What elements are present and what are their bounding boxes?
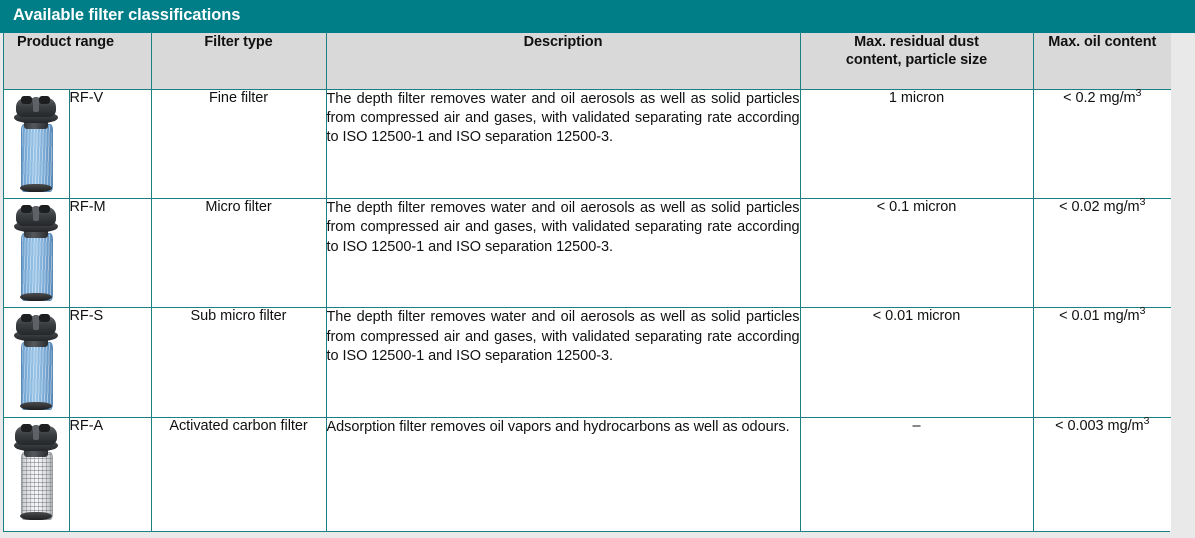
column-header-dust-line-2: content, particle size — [845, 52, 988, 69]
oil-unit-exponent: 3 — [1139, 306, 1146, 318]
cell-filter-type: Sub micro filter — [150, 307, 327, 418]
product-image-cell — [4, 307, 70, 418]
column-header-dust-line-1: Max. residual dust — [854, 34, 979, 50]
product-image-cell — [4, 416, 70, 531]
column-header-description: Description — [325, 33, 801, 90]
cell-product-range: RF-M — [68, 197, 152, 309]
cell-max-residual-dust: – — [799, 416, 1034, 531]
table-header-row: Product range Filter type Description Ma… — [4, 33, 1171, 90]
table-row: RF-S Sub micro filter The depth filter r… — [4, 306, 1171, 418]
cell-max-oil-content: < 0.003 mg/m3 — [1032, 416, 1171, 531]
oil-value: < 0.01 mg/m — [1059, 308, 1140, 325]
table-row: RF-V Fine filter The depth filter remove… — [4, 87, 1171, 199]
product-image-cell — [4, 197, 70, 309]
oil-unit-exponent: 3 — [1139, 197, 1146, 209]
oil-unit-exponent: 3 — [1135, 87, 1142, 99]
cell-product-range: RF-V — [68, 88, 152, 199]
cell-max-residual-dust: 1 micron — [799, 88, 1034, 199]
column-header-max-residual-dust-content: Max. residual dust content, particle siz… — [799, 33, 1034, 90]
page-title: Available filter classifications — [13, 6, 241, 24]
cell-max-oil-content: < 0.2 mg/m3 — [1032, 87, 1171, 199]
column-header-filter-type: Filter type — [150, 33, 327, 90]
cell-max-residual-dust: < 0.01 micron — [799, 307, 1034, 418]
blue-pleated-filter-element-icon — [10, 95, 62, 195]
blue-pleated-filter-element-icon — [10, 204, 62, 304]
cell-product-range: RF-S — [68, 307, 152, 418]
cell-max-residual-dust: < 0.1 micron — [799, 197, 1034, 309]
column-header-product-range: Product range — [4, 33, 152, 90]
blue-pleated-filter-element-icon — [10, 313, 62, 413]
oil-unit-exponent: 3 — [1143, 416, 1150, 428]
oil-value: < 0.02 mg/m — [1059, 198, 1140, 215]
cell-product-range: RF-A — [68, 416, 152, 531]
table-row: RF-A Activated carbon filter Adsorption … — [4, 416, 1171, 531]
table-banner: Available filter classifications — [0, 0, 1195, 33]
cell-description: The depth filter removes water and oil a… — [325, 88, 801, 199]
column-header-max-oil-content: Max. oil content — [1032, 33, 1171, 90]
cell-max-oil-content: < 0.01 mg/m3 — [1032, 306, 1171, 418]
product-image-cell — [4, 88, 70, 199]
cell-filter-type: Fine filter — [150, 88, 327, 199]
table-header: Product range Filter type Description Ma… — [4, 33, 1171, 90]
cell-description: The depth filter removes water and oil a… — [325, 307, 801, 418]
oil-value: < 0.2 mg/m — [1063, 89, 1136, 106]
cell-filter-type: Micro filter — [150, 197, 327, 309]
table-row: RF-M Micro filter The depth filter remov… — [4, 197, 1171, 309]
oil-value: < 0.003 mg/m — [1055, 417, 1144, 434]
cell-description: Adsorption filter removes oil vapors and… — [325, 416, 801, 531]
cell-filter-type: Activated carbon filter — [150, 416, 327, 531]
cell-description: The depth filter removes water and oil a… — [325, 197, 801, 309]
table-body: RF-V Fine filter The depth filter remove… — [4, 87, 1171, 531]
grey-mesh-carbon-filter-element-icon — [10, 423, 62, 523]
filter-classification-table: Product range Filter type Description Ma… — [3, 33, 1171, 532]
cell-max-oil-content: < 0.02 mg/m3 — [1032, 197, 1171, 309]
